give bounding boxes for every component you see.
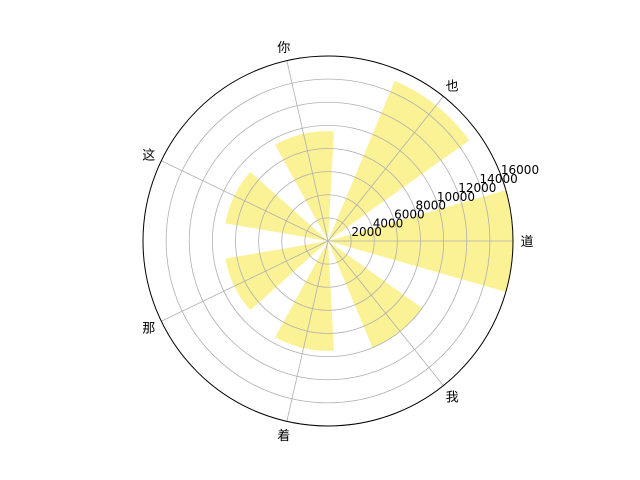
grid-layer [142,55,514,427]
grid-spoke-4 [161,240,329,322]
radial-tick-label: 4000 [373,216,404,230]
grid-spoke-1 [327,96,444,242]
grid-spoke-2 [286,60,329,242]
radial-tick-label: 14000 [480,172,518,186]
category-label: 那 [142,321,155,336]
grid-spoke-5 [286,240,329,422]
radial-tick-label: 8000 [415,199,446,213]
bar-6 [328,241,423,348]
bars-layer [225,80,513,351]
bar-5 [275,241,334,351]
radial-tick-label: 2000 [351,225,382,239]
category-label: 你 [277,41,290,56]
category-label: 也 [446,79,459,94]
category-label: 着 [277,428,290,444]
grid-spoke-3 [161,160,329,242]
category-label: 道 [520,235,533,250]
category-label: 我 [446,391,459,406]
radial-tick-label: 12000 [458,181,496,195]
bar-1 [328,80,470,241]
grid-spoke-6 [327,240,444,386]
polar-frame [142,55,514,427]
radial-tick-label: 16000 [501,163,539,177]
bar-2 [275,131,334,241]
radial-tick-label: 10000 [437,190,475,204]
radial-tick-label: 6000 [394,207,425,221]
category-label: 这 [142,148,155,164]
